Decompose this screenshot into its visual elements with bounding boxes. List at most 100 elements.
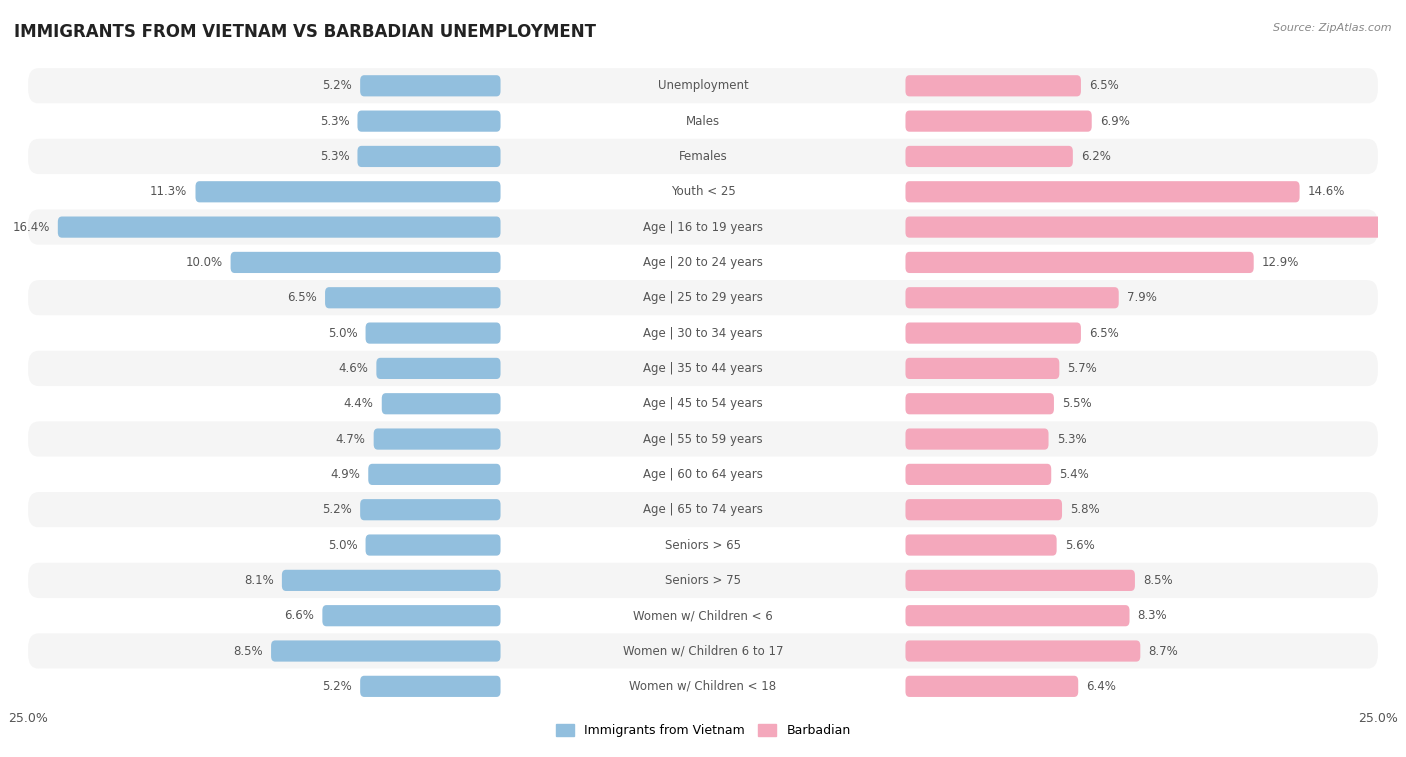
Text: Women w/ Children < 18: Women w/ Children < 18: [630, 680, 776, 693]
Text: 5.2%: 5.2%: [322, 79, 352, 92]
FancyBboxPatch shape: [28, 139, 1378, 174]
FancyBboxPatch shape: [905, 287, 1119, 308]
FancyBboxPatch shape: [28, 456, 1378, 492]
FancyBboxPatch shape: [28, 422, 1378, 456]
FancyBboxPatch shape: [905, 605, 1129, 626]
Text: 8.7%: 8.7%: [1149, 644, 1178, 658]
FancyBboxPatch shape: [374, 428, 501, 450]
Text: 16.4%: 16.4%: [13, 220, 49, 234]
FancyBboxPatch shape: [905, 358, 1059, 379]
Text: IMMIGRANTS FROM VIETNAM VS BARBADIAN UNEMPLOYMENT: IMMIGRANTS FROM VIETNAM VS BARBADIAN UNE…: [14, 23, 596, 41]
FancyBboxPatch shape: [905, 111, 1091, 132]
Text: Source: ZipAtlas.com: Source: ZipAtlas.com: [1274, 23, 1392, 33]
Text: Age | 55 to 59 years: Age | 55 to 59 years: [643, 432, 763, 446]
Text: 8.5%: 8.5%: [1143, 574, 1173, 587]
FancyBboxPatch shape: [28, 350, 1378, 386]
Text: 10.0%: 10.0%: [186, 256, 222, 269]
Text: Age | 20 to 24 years: Age | 20 to 24 years: [643, 256, 763, 269]
FancyBboxPatch shape: [366, 534, 501, 556]
FancyBboxPatch shape: [366, 322, 501, 344]
FancyBboxPatch shape: [281, 570, 501, 591]
FancyBboxPatch shape: [905, 146, 1073, 167]
Text: Women w/ Children 6 to 17: Women w/ Children 6 to 17: [623, 644, 783, 658]
FancyBboxPatch shape: [28, 68, 1378, 104]
Text: 6.5%: 6.5%: [287, 291, 316, 304]
FancyBboxPatch shape: [905, 393, 1054, 414]
FancyBboxPatch shape: [231, 252, 501, 273]
FancyBboxPatch shape: [905, 464, 1052, 485]
FancyBboxPatch shape: [360, 499, 501, 520]
FancyBboxPatch shape: [357, 111, 501, 132]
FancyBboxPatch shape: [905, 499, 1062, 520]
FancyBboxPatch shape: [905, 181, 1299, 202]
FancyBboxPatch shape: [905, 75, 1081, 96]
FancyBboxPatch shape: [905, 676, 1078, 697]
Text: Age | 65 to 74 years: Age | 65 to 74 years: [643, 503, 763, 516]
FancyBboxPatch shape: [360, 676, 501, 697]
FancyBboxPatch shape: [271, 640, 501, 662]
FancyBboxPatch shape: [28, 245, 1378, 280]
FancyBboxPatch shape: [58, 217, 501, 238]
Text: 6.2%: 6.2%: [1081, 150, 1111, 163]
Text: 5.2%: 5.2%: [322, 503, 352, 516]
FancyBboxPatch shape: [322, 605, 501, 626]
Text: 5.3%: 5.3%: [319, 114, 349, 128]
Text: Youth < 25: Youth < 25: [671, 185, 735, 198]
Text: 6.6%: 6.6%: [284, 609, 315, 622]
Text: 5.8%: 5.8%: [1070, 503, 1099, 516]
Text: Unemployment: Unemployment: [658, 79, 748, 92]
Text: 4.7%: 4.7%: [336, 432, 366, 446]
FancyBboxPatch shape: [28, 316, 1378, 350]
Text: 5.5%: 5.5%: [1062, 397, 1091, 410]
Text: 5.6%: 5.6%: [1064, 538, 1094, 552]
Text: Age | 35 to 44 years: Age | 35 to 44 years: [643, 362, 763, 375]
Text: 5.7%: 5.7%: [1067, 362, 1097, 375]
Text: Males: Males: [686, 114, 720, 128]
FancyBboxPatch shape: [28, 492, 1378, 528]
FancyBboxPatch shape: [325, 287, 501, 308]
Text: Women w/ Children < 6: Women w/ Children < 6: [633, 609, 773, 622]
FancyBboxPatch shape: [905, 570, 1135, 591]
Text: Age | 25 to 29 years: Age | 25 to 29 years: [643, 291, 763, 304]
Text: 5.0%: 5.0%: [328, 326, 357, 340]
FancyBboxPatch shape: [382, 393, 501, 414]
Text: 5.3%: 5.3%: [319, 150, 349, 163]
FancyBboxPatch shape: [905, 428, 1049, 450]
FancyBboxPatch shape: [28, 598, 1378, 634]
FancyBboxPatch shape: [905, 640, 1140, 662]
Text: Age | 60 to 64 years: Age | 60 to 64 years: [643, 468, 763, 481]
FancyBboxPatch shape: [905, 217, 1406, 238]
Text: 12.9%: 12.9%: [1261, 256, 1299, 269]
FancyBboxPatch shape: [28, 634, 1378, 668]
FancyBboxPatch shape: [377, 358, 501, 379]
Text: 6.9%: 6.9%: [1099, 114, 1129, 128]
Text: 5.3%: 5.3%: [1057, 432, 1087, 446]
Text: 8.1%: 8.1%: [245, 574, 274, 587]
FancyBboxPatch shape: [28, 210, 1378, 245]
Text: 6.5%: 6.5%: [1090, 79, 1119, 92]
FancyBboxPatch shape: [28, 528, 1378, 562]
Text: 11.3%: 11.3%: [150, 185, 187, 198]
FancyBboxPatch shape: [905, 322, 1081, 344]
Text: 6.5%: 6.5%: [1090, 326, 1119, 340]
Text: Females: Females: [679, 150, 727, 163]
FancyBboxPatch shape: [905, 252, 1254, 273]
Text: 4.6%: 4.6%: [339, 362, 368, 375]
Text: 8.3%: 8.3%: [1137, 609, 1167, 622]
Legend: Immigrants from Vietnam, Barbadian: Immigrants from Vietnam, Barbadian: [551, 719, 855, 743]
FancyBboxPatch shape: [360, 75, 501, 96]
Text: Age | 30 to 34 years: Age | 30 to 34 years: [643, 326, 763, 340]
FancyBboxPatch shape: [28, 562, 1378, 598]
Text: Age | 16 to 19 years: Age | 16 to 19 years: [643, 220, 763, 234]
Text: 4.4%: 4.4%: [344, 397, 374, 410]
FancyBboxPatch shape: [28, 104, 1378, 139]
Text: 7.9%: 7.9%: [1126, 291, 1157, 304]
Text: 8.5%: 8.5%: [233, 644, 263, 658]
FancyBboxPatch shape: [368, 464, 501, 485]
FancyBboxPatch shape: [28, 386, 1378, 422]
Text: 5.2%: 5.2%: [322, 680, 352, 693]
Text: 6.4%: 6.4%: [1087, 680, 1116, 693]
FancyBboxPatch shape: [28, 280, 1378, 316]
FancyBboxPatch shape: [357, 146, 501, 167]
Text: Age | 45 to 54 years: Age | 45 to 54 years: [643, 397, 763, 410]
